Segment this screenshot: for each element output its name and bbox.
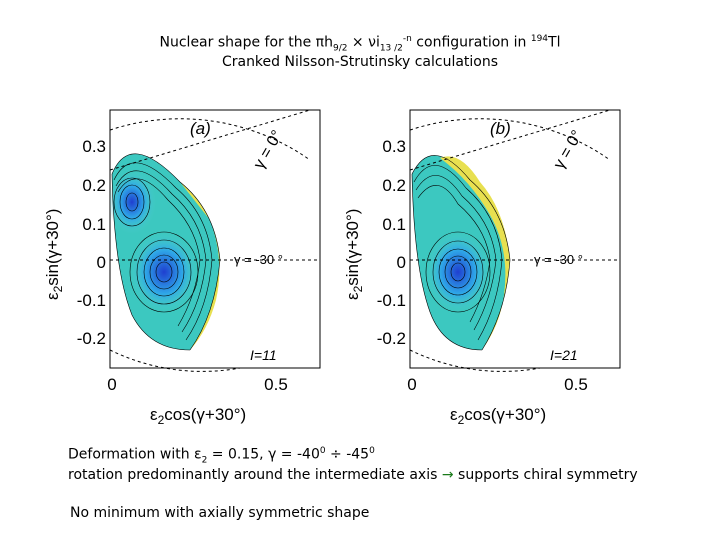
y-tick: -0.1 [77,291,106,310]
y-axis-label: ε2sin(γ+30°) [343,209,365,300]
contour-panel-b: (b) γ = 0° γ = -30 ° I=21 0.3 0.2 0.1 0 … [340,100,630,434]
title-line-1: Nuclear shape for the πh9/2 × νi13 /2-n … [159,34,561,54]
guide-arc-lower [409,349,541,372]
contour-lines [411,155,511,351]
spin-label: I=21 [550,347,578,363]
x-tick: 0.5 [564,375,588,394]
deformation-note: Deformation with ε2 = 0.15, γ = -400 ÷ -… [68,446,375,466]
guide-arc [409,118,611,161]
y-tick: 0 [97,253,106,272]
x-tick-labels: 0 0.5 [107,375,288,394]
y-tick: -0.2 [377,329,406,348]
title-line-2: Cranked Nilsson-Strutinsky calculations [221,54,499,70]
y-tick: 0.2 [382,176,406,195]
y-tick: 0.3 [82,137,106,156]
guide-arc-lower [109,349,241,372]
y-tick: 0.1 [382,215,406,234]
contour-plot-a: (a) γ = 0° γ = -30 ° I=11 0.3 0.2 0.1 0 … [43,109,321,427]
spin-label: I=11 [250,347,277,363]
contour-panel-a: (a) γ = 0° γ = -30 ° I=11 0.3 0.2 0.1 0 … [40,100,330,434]
y-tick: 0 [397,253,406,272]
gamma-minus30-label: γ = -30 ° [234,252,283,267]
y-axis-label: ε2sin(γ+30°) [43,209,65,300]
guide-arc [109,118,311,161]
y-tick: 0.2 [82,176,106,195]
panel-label: (b) [490,119,511,138]
gamma-zero-line [109,109,311,171]
x-tick: 0 [107,375,116,394]
x-tick: 0.5 [264,375,288,394]
contour-plot-b: (b) γ = 0° γ = -30 ° I=21 0.3 0.2 0.1 0 … [343,109,621,427]
rotation-note: rotation predominantly around the interm… [68,467,638,483]
gamma-minus30-label: γ = -30 ° [534,252,583,267]
global-minimum [130,232,198,312]
y-tick-labels: 0.3 0.2 0.1 0 -0.1 -0.2 [77,137,106,348]
x-axis-label: ε2cos(γ+30°) [150,405,246,427]
contour-lines [111,153,221,351]
x-tick-labels: 0 0.5 [407,375,588,394]
panel-label: (a) [190,119,211,138]
energy-ridge [440,156,510,350]
y-tick: 0.1 [82,215,106,234]
y-tick: -0.2 [77,329,106,348]
x-axis-label: ε2cos(γ+30°) [450,405,546,427]
y-tick-labels: 0.3 0.2 0.1 0 -0.1 -0.2 [377,137,406,348]
axial-note: No minimum with axially symmetric shape [70,505,370,521]
local-minimum [110,170,156,234]
x-tick: 0 [407,375,416,394]
y-tick: -0.1 [377,291,406,310]
gamma-zero-line [409,109,611,171]
global-minimum [426,232,490,312]
y-tick: 0.3 [382,137,406,156]
arrow-right-icon: → [441,467,454,483]
